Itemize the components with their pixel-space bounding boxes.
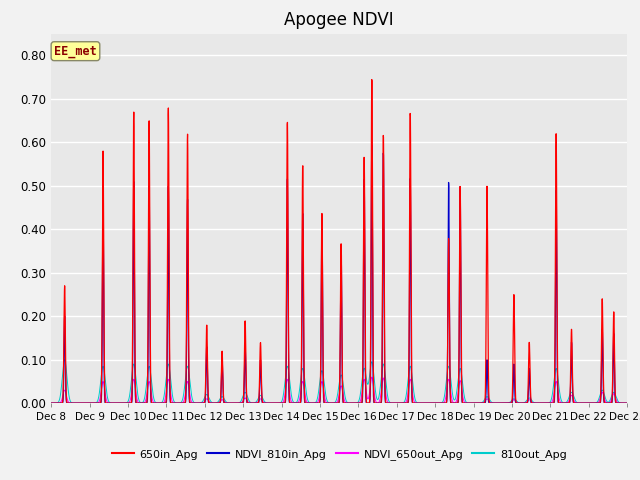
NDVI_650out_Apg [623,400,631,406]
810out_Apg [612,394,620,400]
NDVI_650out_Apg [550,389,558,395]
NDVI_650out_Apg [113,400,121,406]
NDVI_810in_Apg [368,142,376,148]
NDVI_810in_Apg [47,400,55,406]
NDVI_810in_Apg [623,400,631,406]
NDVI_810in_Apg [80,400,88,406]
810out_Apg [47,400,55,406]
NDVI_650out_Apg [80,400,88,406]
650in_Apg [623,400,631,406]
650in_Apg [368,77,376,83]
810out_Apg [623,400,631,406]
NDVI_650out_Apg [47,400,55,406]
810out_Apg [268,400,276,406]
810out_Apg [113,400,121,406]
650in_Apg [80,400,88,406]
NDVI_810in_Apg [147,400,155,406]
810out_Apg [147,376,155,382]
NDVI_810in_Apg [113,400,121,406]
650in_Apg [612,400,620,406]
Line: 810out_Apg: 810out_Apg [51,360,627,403]
810out_Apg [293,398,301,404]
NDVI_810in_Apg [268,400,276,406]
810out_Apg [550,376,558,382]
Text: EE_met: EE_met [54,45,97,58]
NDVI_650out_Apg [147,390,155,396]
Title: Apogee NDVI: Apogee NDVI [284,11,394,29]
650in_Apg [293,400,301,406]
NDVI_650out_Apg [268,400,276,406]
810out_Apg [426,400,433,406]
650in_Apg [147,398,155,404]
NDVI_810in_Apg [293,400,301,406]
650in_Apg [113,400,121,406]
Line: NDVI_810in_Apg: NDVI_810in_Apg [51,145,627,403]
NDVI_650out_Apg [368,374,376,380]
Line: NDVI_650out_Apg: NDVI_650out_Apg [51,377,627,403]
810out_Apg [61,357,68,362]
NDVI_650out_Apg [293,400,301,406]
650in_Apg [47,400,55,406]
NDVI_810in_Apg [550,399,558,405]
650in_Apg [550,395,558,401]
Legend: 650in_Apg, NDVI_810in_Apg, NDVI_650out_Apg, 810out_Apg: 650in_Apg, NDVI_810in_Apg, NDVI_650out_A… [108,444,571,464]
650in_Apg [268,400,276,406]
NDVI_810in_Apg [612,400,620,406]
NDVI_650out_Apg [612,397,620,403]
Line: 650in_Apg: 650in_Apg [51,80,627,403]
